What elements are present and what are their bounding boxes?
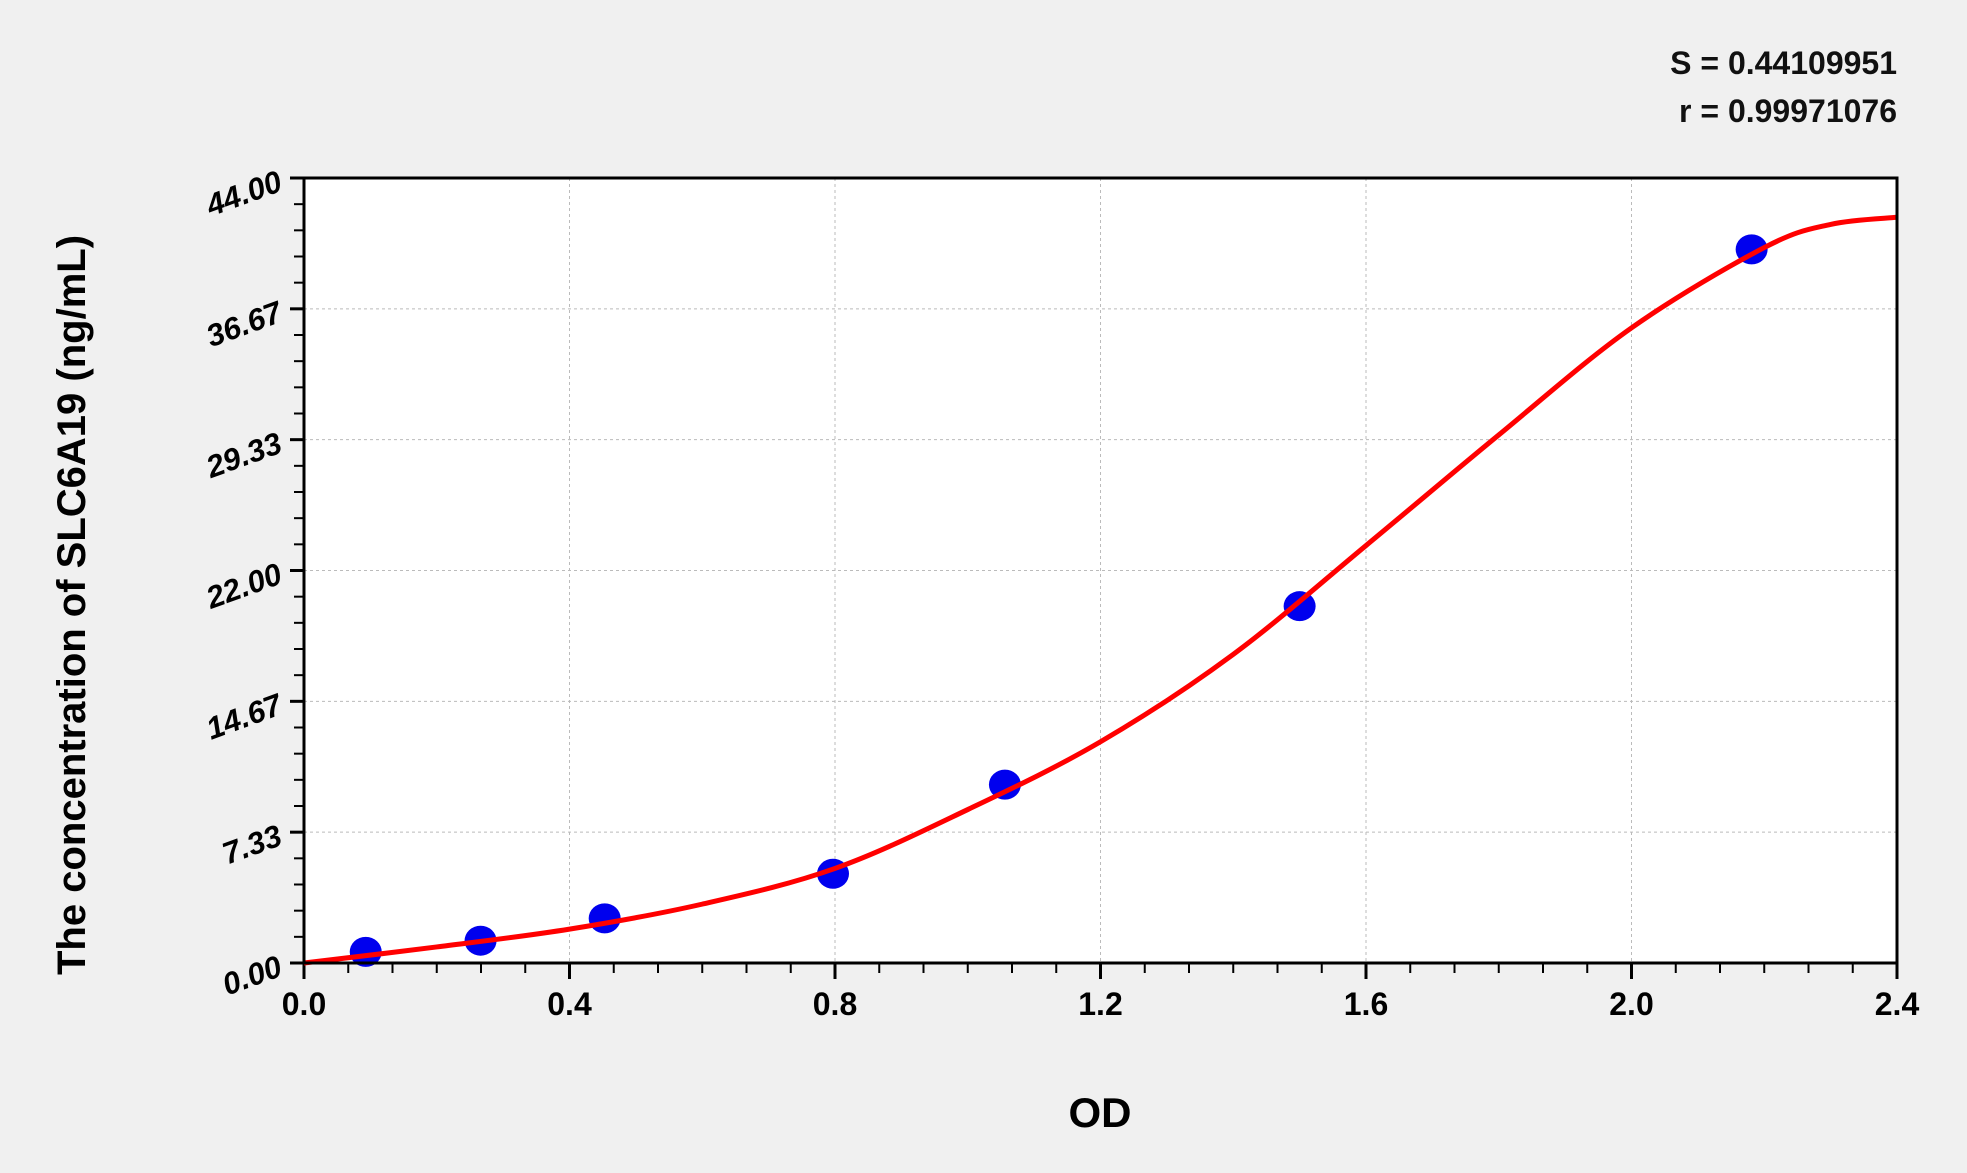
r-statistic: r = 0.99971076 [1679,93,1897,129]
s-statistic: S = 0.44109951 [1670,45,1897,81]
y-tick-labels: 0.00 7.33 14.67 22.00 29.33 36.67 44.00 [201,164,288,1003]
y-tick-label: 29.33 [201,425,287,485]
x-tick-label: 0.4 [547,986,592,1022]
x-tick-label: 2.0 [1609,986,1653,1022]
x-tick-label: 0.0 [282,986,326,1022]
x-axis-label: OD [1069,1089,1132,1136]
minor-ticks [290,176,1899,979]
data-point [1283,591,1316,622]
grid [304,178,1897,963]
data-point [588,903,621,934]
x-tick-label: 1.6 [1344,986,1388,1022]
x-tick-label: 1.2 [1078,986,1122,1022]
x-tick-labels: 0.0 0.4 0.8 1.2 1.6 2.0 2.4 [282,986,1920,1022]
y-tick-label: 36.67 [202,294,289,354]
x-tick-label: 2.4 [1875,986,1920,1022]
y-tick-label: 22.00 [201,556,287,616]
fit-curve [303,214,1898,966]
plot-frame [302,176,1899,965]
data-point [349,936,382,967]
y-axis-label: The concentration of SLC6A19 (ng/mL) [50,235,94,975]
y-tick-label: 0.00 [218,949,287,1003]
x-tick-label: 0.8 [813,986,857,1022]
y-tick-label: 7.33 [218,818,287,872]
y-tick-label: 14.67 [202,686,289,746]
y-tick-label: 44.00 [201,164,287,224]
data-point [988,769,1021,800]
